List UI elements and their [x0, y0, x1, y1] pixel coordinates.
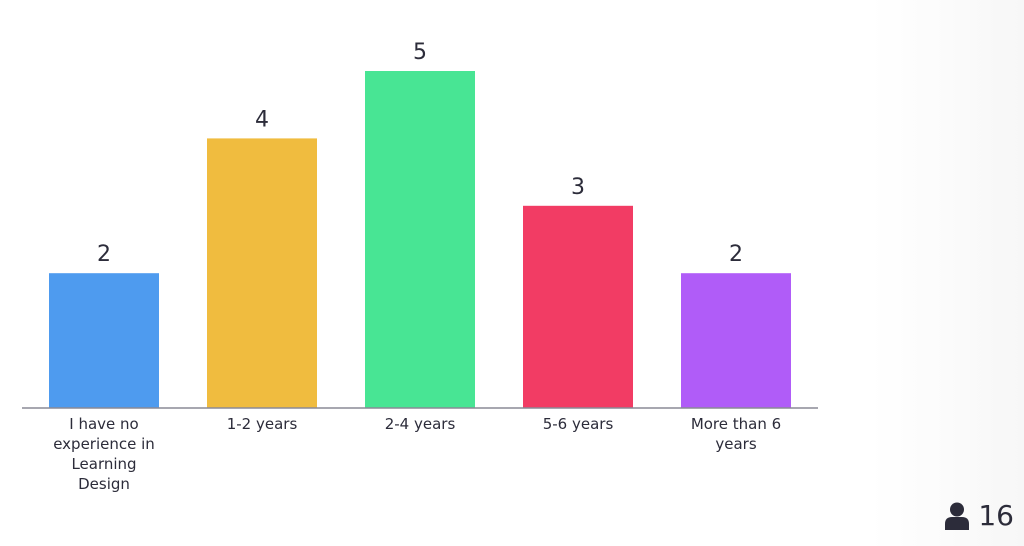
- x-tick-label: 1-2 years: [226, 415, 298, 433]
- value-label: 4: [255, 107, 269, 132]
- value-label: 3: [571, 175, 585, 200]
- value-label: 5: [413, 40, 427, 65]
- bar: [365, 71, 475, 408]
- bar: [681, 273, 791, 408]
- x-tick-label: I have no experience in Learning Design: [53, 415, 155, 493]
- value-label: 2: [729, 242, 743, 267]
- x-tick-label: 2-4 years: [384, 415, 456, 433]
- x-tick-label: 5-6 years: [542, 415, 614, 433]
- bar: [207, 138, 317, 408]
- bar: [523, 205, 633, 408]
- bar: [49, 273, 159, 408]
- person-icon: [945, 502, 970, 530]
- participant-counter: 16: [944, 499, 1014, 532]
- value-label: 2: [97, 242, 111, 267]
- participant-count: 16: [978, 499, 1014, 532]
- x-tick-label: More than 6 years: [690, 415, 782, 453]
